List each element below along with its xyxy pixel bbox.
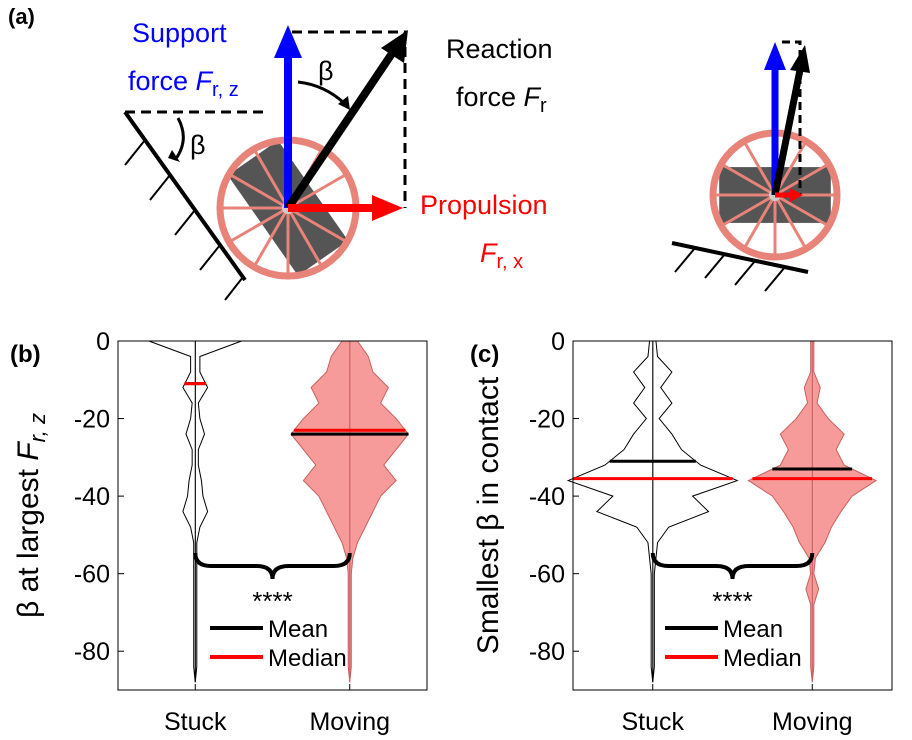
arrow-head [790,45,810,73]
y-tick-label: -60 [74,561,110,589]
legend-label: Mean [723,616,783,643]
dashed-line [782,40,802,195]
violin-half [349,340,410,683]
wheel-spoke [287,172,348,210]
slope [123,110,247,282]
text: force [456,82,524,112]
reaction-arrow [284,49,397,211]
hatch [124,139,244,301]
subscript: r, z [25,413,50,442]
x-tick-label: Moving [309,708,390,736]
panel-label: (b) [10,341,41,368]
violin-half [652,340,739,683]
wheel-spoke [742,194,777,250]
violin-half [811,340,878,683]
y-tick-label: -80 [529,638,565,666]
arrow-head [372,195,403,221]
violin-chart: 0 -20 -40 -60 -80 Stuck Moving Smallest β in co… [470,328,893,736]
reaction-arrow [771,69,804,196]
violin-chart: 0 -20 -40 -60 -80 Stuck Moving β at largest Fr,… [10,328,428,736]
wheel-spoke [774,193,830,228]
symbol: F [480,238,498,268]
text: Smallest β in contact [472,376,505,654]
subscript: r [540,95,547,117]
significance-brace [193,552,352,580]
support-label: Support [132,18,227,48]
significance-label: **** [252,586,292,616]
panel-label: (a) [8,4,35,29]
angle-label: β [318,56,334,86]
axes-box [572,340,893,691]
support-label: force Fr, z [128,66,239,101]
violin-half [290,340,351,683]
wheel-spoke [773,194,808,250]
arrow-head [168,150,180,162]
angle-label: β [190,130,206,160]
legend-label: Median [723,645,802,672]
wheel-spoke [720,193,776,228]
violin-half [566,340,654,683]
violin-half [194,340,242,683]
arrow-head [790,188,803,202]
propulsion-label: Fr, x [480,238,523,273]
y-tick-label: -20 [74,406,110,434]
y-axis-label: Smallest β in contact [472,376,505,654]
symbol: F [12,441,45,461]
panel-a: (a) β β Support force Fr, z Reaction for… [8,4,841,301]
violin-half [148,340,196,683]
significance-brace [650,552,815,580]
arrow-head [274,25,302,58]
propulsion-label: Propulsion [420,190,548,220]
arrow-head [381,30,408,63]
wheel-spoke [286,207,324,268]
y-tick-label: -20 [529,406,565,434]
symbol: F [196,66,214,96]
wheel-spoke [774,162,830,197]
wheel-spoke [720,162,776,197]
reaction-label: force Fr [456,82,547,117]
y-tick-label: -60 [529,561,565,589]
text: β at largest [12,461,45,618]
wheel-spoke [252,207,290,268]
reaction-label: Reaction [446,34,553,64]
y-tick-label: -40 [74,483,110,511]
x-tick-label: Moving [772,708,853,736]
axes-box [117,340,428,691]
y-tick-label: 0 [551,328,565,356]
x-tick-label: Stuck [164,708,227,736]
y-tick-label: -40 [529,483,565,511]
charts: 0 -20 -40 -60 -80 Stuck Moving β at largest Fr,… [10,328,893,736]
panel-label: (c) [470,341,499,368]
symbol: F [524,82,542,112]
y-axis-label: β at largest Fr, z [12,413,50,618]
wheel-spoke [742,140,777,196]
x-tick-label: Stuck [621,708,684,736]
wheel-spoke [287,206,348,244]
wheel-spoke [252,148,290,209]
wheel-spoke [228,206,289,244]
subscript: r, z [212,79,239,101]
arrow-head [764,42,786,70]
arrow-head [338,96,350,110]
legend-label: Mean [268,616,328,643]
y-tick-label: -80 [74,638,110,666]
significance-label: **** [712,586,752,616]
y-tick-label: 0 [96,328,110,356]
subscript: r, x [497,251,524,273]
hatch [674,247,786,292]
violin-half [747,340,813,683]
text: force [128,66,196,96]
legend-label: Median [268,645,347,672]
wheel-spoke [228,172,289,210]
angle-arc [297,80,347,106]
angle-arc [173,117,185,161]
